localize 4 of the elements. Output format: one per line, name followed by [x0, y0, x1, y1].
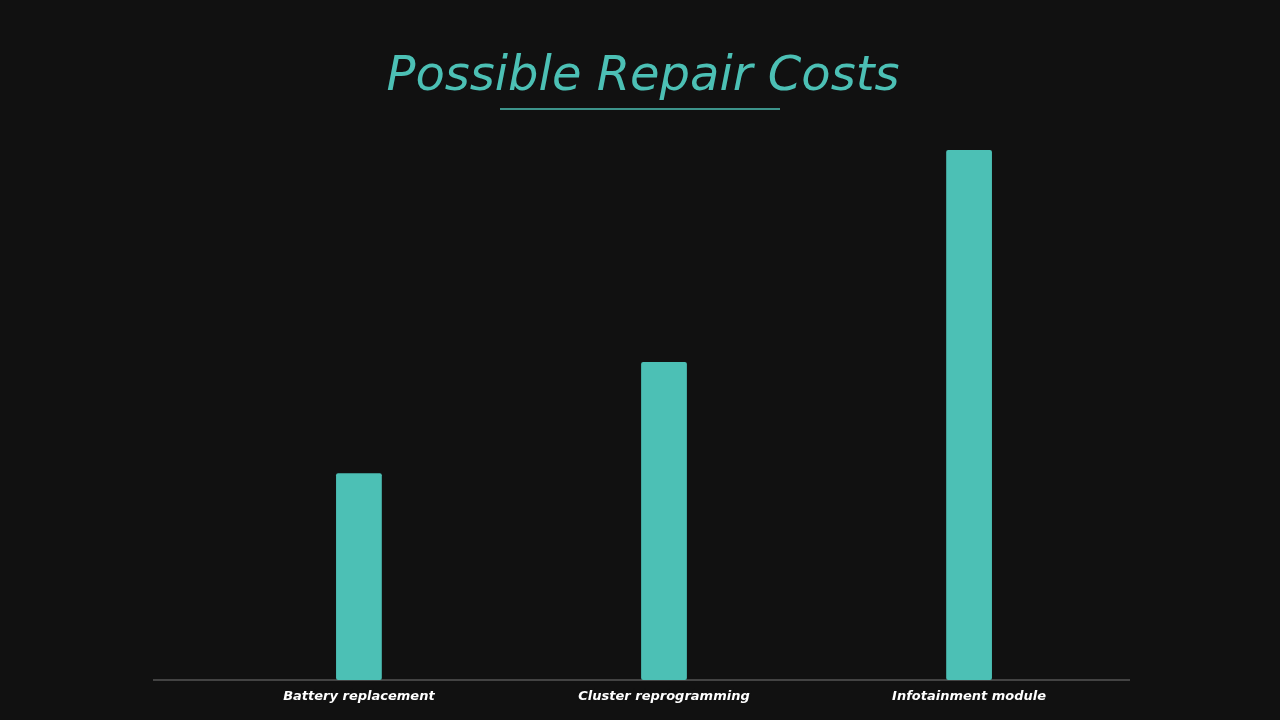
chart-title: Possible Repair Costs [386, 45, 900, 101]
x-tick-label: Battery replacement [283, 688, 436, 703]
x-tick-label: Cluster reprogramming [578, 688, 750, 703]
x-tick-label: Infotainment module [892, 688, 1047, 703]
